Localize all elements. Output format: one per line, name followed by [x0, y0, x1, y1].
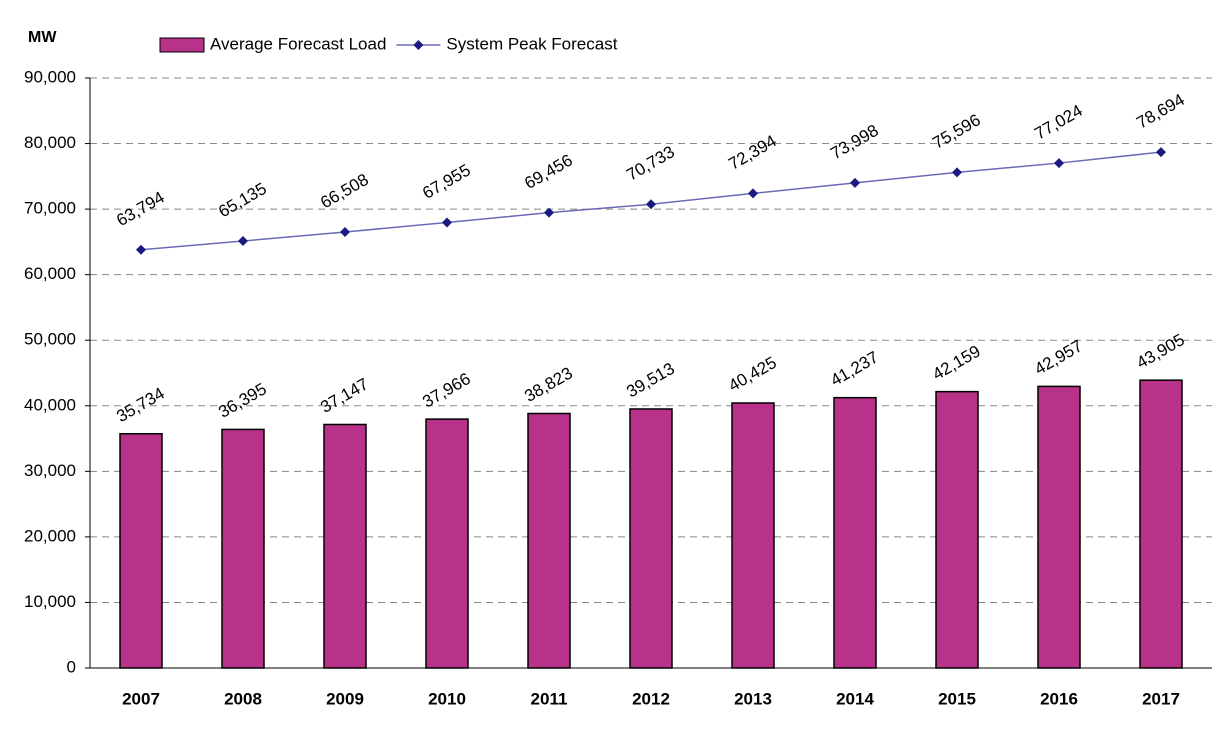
- x-tick-label: 2012: [632, 689, 670, 708]
- y-tick-label: 90,000: [24, 67, 76, 86]
- bar: [731, 402, 775, 669]
- value-label: 72,394: [725, 131, 780, 173]
- x-tick-label: 2008: [224, 689, 262, 708]
- value-label: 75,596: [929, 110, 984, 152]
- x-tick-label: 2011: [531, 689, 568, 708]
- line-marker: [952, 167, 962, 178]
- x-tick-label: 2007: [122, 689, 160, 708]
- x-tick-label: 2017: [1142, 689, 1180, 708]
- bar: [629, 408, 673, 669]
- x-tick-label: 2010: [428, 689, 466, 708]
- legend-swatch: [159, 37, 205, 53]
- value-label: 65,135: [215, 179, 270, 221]
- y-tick-label: 40,000: [24, 395, 76, 414]
- bar: [527, 412, 571, 669]
- value-label: 42,957: [1031, 336, 1086, 378]
- value-label: 36,395: [215, 379, 270, 421]
- y-tick-label: 80,000: [24, 133, 76, 152]
- y-tick-label: 20,000: [24, 526, 76, 545]
- value-label: 40,425: [725, 353, 780, 395]
- y-axis-label: MW: [28, 29, 57, 46]
- line-marker: [136, 244, 146, 255]
- value-label: 66,508: [317, 170, 372, 212]
- line-marker: [748, 188, 758, 199]
- bar: [119, 432, 163, 669]
- y-tick-label: 30,000: [24, 461, 76, 480]
- x-tick-label: 2009: [326, 689, 364, 708]
- value-label: 77,024: [1031, 101, 1086, 143]
- value-label: 37,147: [317, 374, 372, 416]
- bar: [425, 418, 469, 669]
- value-label: 37,966: [419, 369, 474, 411]
- line-marker: [340, 227, 350, 238]
- bar: [1037, 385, 1081, 669]
- value-label: 38,823: [521, 363, 576, 405]
- y-tick-label: 50,000: [24, 330, 76, 349]
- line-marker: [544, 207, 554, 218]
- value-label: 78,694: [1133, 90, 1188, 132]
- bar: [221, 428, 265, 669]
- legend-label: Average Forecast Load: [210, 34, 386, 53]
- line-marker: [646, 199, 656, 210]
- x-tick-label: 2016: [1040, 689, 1078, 708]
- legend-marker: [413, 40, 424, 50]
- value-label: 42,159: [929, 342, 984, 384]
- value-label: 41,237: [827, 348, 882, 390]
- x-tick-label: 2015: [938, 689, 976, 708]
- value-label: 35,734: [113, 384, 168, 426]
- value-label: 43,905: [1133, 330, 1188, 372]
- line-marker: [238, 236, 248, 247]
- line-marker: [442, 217, 452, 228]
- value-label: 39,513: [623, 359, 678, 401]
- value-label: 67,955: [419, 160, 474, 202]
- y-tick-label: 70,000: [24, 199, 76, 218]
- x-tick-label: 2014: [836, 689, 874, 708]
- value-label: 69,456: [521, 151, 576, 193]
- bar: [935, 390, 979, 669]
- y-tick-label: 60,000: [24, 264, 76, 283]
- x-tick-label: 2013: [734, 689, 772, 708]
- value-label: 63,794: [113, 188, 168, 230]
- line-marker: [850, 177, 860, 188]
- line-marker: [1156, 147, 1166, 158]
- bar: [323, 423, 367, 669]
- bar: [1139, 379, 1183, 669]
- legend-label: System Peak Forecast: [446, 34, 617, 53]
- line-marker: [1054, 158, 1064, 169]
- bar: [833, 396, 877, 669]
- y-tick-label: 10,000: [24, 592, 76, 611]
- value-label: 70,733: [623, 142, 678, 184]
- value-label: 73,998: [827, 121, 882, 163]
- y-tick-label: 0: [67, 657, 76, 676]
